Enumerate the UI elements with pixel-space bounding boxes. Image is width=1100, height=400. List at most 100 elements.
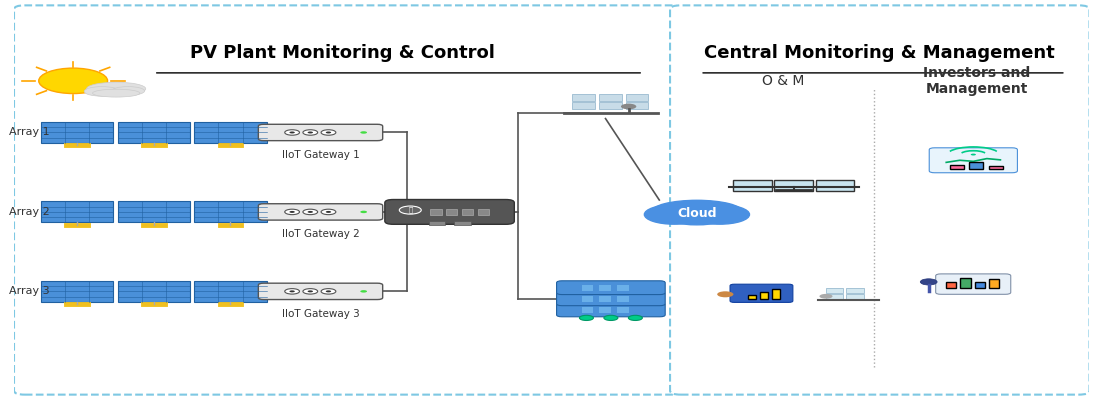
- FancyBboxPatch shape: [600, 285, 610, 291]
- Circle shape: [361, 131, 367, 134]
- Ellipse shape: [651, 200, 742, 224]
- Text: Array 2: Array 2: [9, 207, 50, 217]
- FancyBboxPatch shape: [572, 102, 595, 109]
- FancyBboxPatch shape: [748, 295, 756, 299]
- Text: ⏻: ⏻: [408, 207, 412, 213]
- FancyBboxPatch shape: [989, 279, 999, 288]
- FancyBboxPatch shape: [950, 165, 964, 169]
- FancyBboxPatch shape: [454, 221, 471, 225]
- FancyBboxPatch shape: [846, 288, 864, 293]
- FancyBboxPatch shape: [258, 124, 383, 141]
- FancyBboxPatch shape: [194, 122, 266, 143]
- FancyBboxPatch shape: [969, 162, 983, 169]
- Ellipse shape: [645, 205, 704, 224]
- Ellipse shape: [111, 86, 144, 95]
- FancyBboxPatch shape: [429, 221, 446, 225]
- FancyBboxPatch shape: [733, 180, 771, 191]
- Circle shape: [970, 154, 976, 156]
- FancyBboxPatch shape: [258, 204, 383, 220]
- Ellipse shape: [690, 205, 749, 224]
- FancyBboxPatch shape: [430, 208, 442, 215]
- FancyBboxPatch shape: [617, 285, 628, 291]
- FancyBboxPatch shape: [477, 208, 488, 215]
- FancyBboxPatch shape: [846, 294, 864, 299]
- Circle shape: [326, 211, 331, 213]
- FancyBboxPatch shape: [946, 282, 957, 288]
- FancyBboxPatch shape: [41, 122, 113, 143]
- FancyBboxPatch shape: [989, 166, 1003, 169]
- Circle shape: [302, 130, 318, 135]
- Text: Array 1: Array 1: [9, 128, 50, 138]
- Circle shape: [39, 68, 108, 94]
- Circle shape: [289, 211, 295, 213]
- Circle shape: [717, 291, 734, 297]
- FancyBboxPatch shape: [582, 307, 593, 313]
- Circle shape: [580, 315, 593, 320]
- Circle shape: [302, 209, 318, 215]
- Circle shape: [361, 290, 367, 293]
- FancyBboxPatch shape: [826, 294, 843, 299]
- FancyBboxPatch shape: [118, 122, 190, 143]
- Text: PV Plant Monitoring & Control: PV Plant Monitoring & Control: [189, 44, 495, 62]
- FancyBboxPatch shape: [730, 284, 793, 302]
- Ellipse shape: [664, 209, 729, 225]
- FancyBboxPatch shape: [600, 307, 610, 313]
- FancyBboxPatch shape: [826, 288, 843, 293]
- Circle shape: [308, 132, 314, 134]
- Text: IIoT Gateway 2: IIoT Gateway 2: [282, 229, 360, 239]
- FancyBboxPatch shape: [582, 296, 593, 302]
- Circle shape: [289, 132, 295, 134]
- Circle shape: [604, 315, 618, 320]
- Text: IIoT Gateway 1: IIoT Gateway 1: [282, 150, 360, 160]
- FancyBboxPatch shape: [118, 202, 190, 222]
- Text: Cloud: Cloud: [678, 207, 717, 220]
- Circle shape: [308, 211, 314, 213]
- Circle shape: [321, 209, 336, 215]
- FancyBboxPatch shape: [626, 94, 648, 101]
- FancyBboxPatch shape: [936, 274, 1011, 294]
- FancyBboxPatch shape: [41, 202, 113, 222]
- Circle shape: [285, 289, 299, 294]
- Ellipse shape: [85, 86, 120, 96]
- FancyBboxPatch shape: [582, 285, 593, 291]
- FancyBboxPatch shape: [670, 5, 1089, 395]
- FancyBboxPatch shape: [600, 94, 621, 101]
- Circle shape: [308, 290, 314, 292]
- FancyBboxPatch shape: [617, 307, 628, 313]
- FancyBboxPatch shape: [557, 303, 666, 317]
- Circle shape: [326, 290, 331, 292]
- FancyBboxPatch shape: [600, 296, 610, 302]
- FancyBboxPatch shape: [617, 296, 628, 302]
- Text: Array 3: Array 3: [9, 286, 50, 296]
- FancyBboxPatch shape: [194, 202, 266, 222]
- FancyBboxPatch shape: [975, 282, 984, 288]
- Circle shape: [321, 130, 336, 135]
- FancyBboxPatch shape: [557, 292, 666, 306]
- FancyBboxPatch shape: [14, 5, 681, 395]
- Text: O & M: O & M: [762, 74, 804, 88]
- FancyBboxPatch shape: [258, 283, 383, 300]
- Circle shape: [620, 104, 636, 109]
- FancyBboxPatch shape: [600, 102, 621, 109]
- FancyBboxPatch shape: [930, 148, 1018, 173]
- Circle shape: [628, 315, 642, 320]
- Text: Investors and
Management: Investors and Management: [923, 66, 1031, 96]
- FancyBboxPatch shape: [118, 281, 190, 302]
- FancyBboxPatch shape: [626, 102, 648, 109]
- Circle shape: [820, 294, 833, 299]
- FancyBboxPatch shape: [816, 180, 855, 191]
- FancyBboxPatch shape: [194, 281, 266, 302]
- Circle shape: [289, 290, 295, 292]
- FancyBboxPatch shape: [462, 208, 473, 215]
- FancyBboxPatch shape: [960, 278, 970, 288]
- FancyBboxPatch shape: [557, 281, 666, 294]
- Ellipse shape: [92, 89, 140, 97]
- Text: IIoT Gateway 3: IIoT Gateway 3: [282, 309, 360, 319]
- FancyBboxPatch shape: [760, 292, 768, 299]
- Ellipse shape: [87, 82, 146, 95]
- FancyBboxPatch shape: [572, 94, 595, 101]
- Text: Central Monitoring & Management: Central Monitoring & Management: [704, 44, 1055, 62]
- FancyBboxPatch shape: [772, 289, 780, 299]
- Circle shape: [326, 132, 331, 134]
- Circle shape: [285, 209, 299, 215]
